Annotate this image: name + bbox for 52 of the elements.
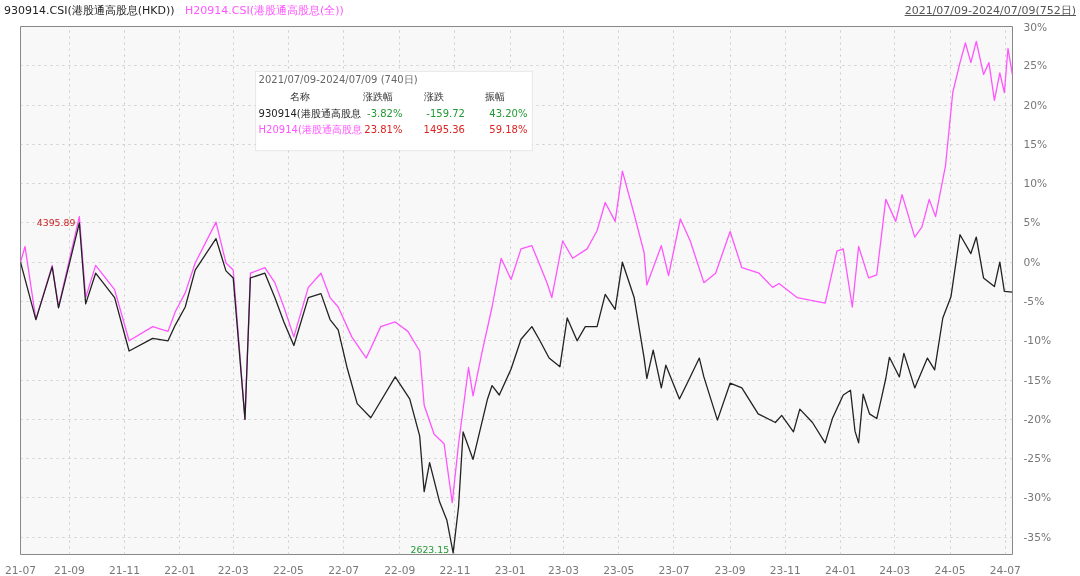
y-tick-label: 5% [1023,216,1041,230]
annotation: H20914(港股通高股息 [258,123,362,135]
y-tick-label: 10% [1023,177,1048,191]
y-tick-label: -30% [1023,491,1052,505]
x-tick-label: 23-01 [494,563,526,576]
text: H20914.CSI(港股通高股息(全)) [185,4,344,17]
annotation: 4395.89 [36,217,76,229]
x-tick-label: 22-11 [439,563,471,576]
x-tick-label: 23-07 [658,563,690,576]
text: 2021/07/09-2024/07/09(752日) [904,4,1076,17]
y-tick-label: 0% [1023,255,1041,269]
x-tick-label: 23-11 [769,563,801,576]
y-tick-label: -15% [1023,373,1052,387]
annotation: -159.72 [426,108,465,120]
y-tick-label: 30% [1023,20,1048,34]
x-tick-label: 24-03 [879,563,911,576]
y-tick-label: 25% [1023,59,1048,73]
x-tick-label: 24-05 [934,563,966,576]
x-tick-label: 21-07 [5,563,36,576]
x-tick-label: 22-01 [164,563,196,576]
line-series [20,40,1013,504]
x-tick-label: 22-09 [384,563,416,576]
y-tick-label: -25% [1023,452,1052,466]
y-tick-label: 15% [1023,137,1048,151]
y-tick-label: -5% [1023,295,1045,308]
y-tick-label: 20% [1023,98,1048,112]
annotation: 振幅 [484,91,505,103]
x-tick-label: 24-01 [825,563,857,576]
annotation: 43.20% [489,107,528,119]
x-tick-label: 24-07 [989,563,1021,576]
y-tick-label: -35% [1023,530,1052,544]
annotation: 2021/07/09-2024/07/09 (740日) [258,73,418,85]
annotation: 2623.15 [410,543,450,555]
x-tick-label: 22-07 [328,563,360,576]
annotation: 23.81% [364,123,403,135]
annotation: 名称 [290,91,311,103]
annotation: -3.82% [367,107,403,119]
y-tick-label: -20% [1023,412,1052,426]
x-tick-label: 22-03 [217,563,249,576]
x-tick-label: 22-05 [272,563,304,576]
x-tick-label: 23-09 [714,563,746,576]
annotation: 涨跌幅 [362,91,393,103]
annotation: 59.18% [489,123,528,135]
y-tick-label: -10% [1023,334,1052,348]
text: 930914.CSI(港股通高股息(HKD)) [4,4,175,17]
annotation: 1495.36 [423,124,465,136]
annotation: 930914(港股通高股息 [258,107,361,119]
annotation: 涨跌 [424,91,445,103]
x-tick-label: 23-05 [603,563,635,576]
x-tick-label: 23-03 [548,563,580,576]
x-tick-label: 21-11 [109,563,141,576]
x-tick-label: 21-09 [53,563,86,576]
